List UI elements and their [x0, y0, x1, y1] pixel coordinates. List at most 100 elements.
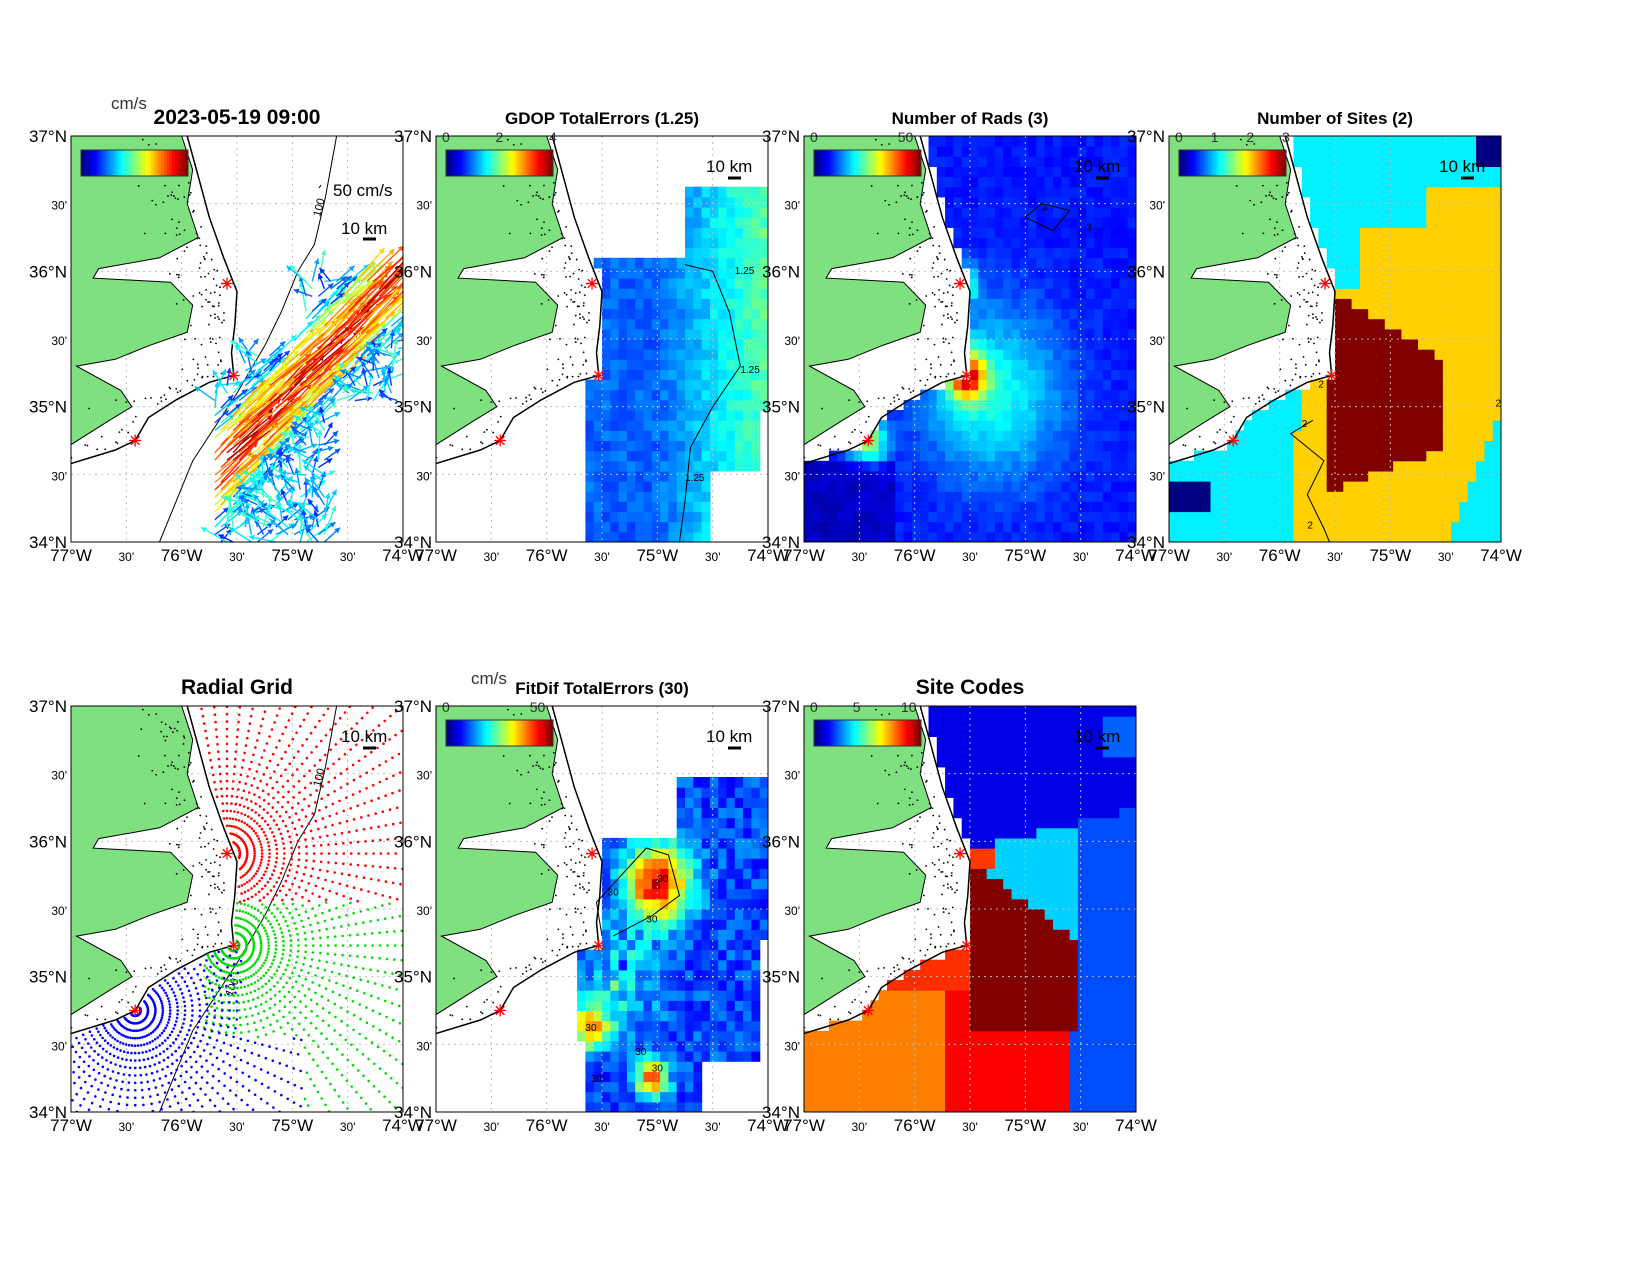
grid-cell	[1028, 389, 1037, 401]
grid-cell	[945, 440, 954, 452]
coast-dot	[931, 292, 934, 294]
vector-arrowhead	[258, 508, 265, 514]
velocity-vector	[390, 307, 403, 320]
grid-cell	[961, 470, 971, 482]
coast-dot	[919, 201, 922, 203]
coast-dot	[1307, 341, 1310, 343]
coast-dot	[905, 195, 908, 197]
coast-dot	[172, 195, 175, 197]
coast-dot	[216, 316, 219, 318]
grid-cell	[751, 237, 761, 249]
grid-cell	[1476, 440, 1485, 452]
grid-cell	[1368, 136, 1378, 147]
coast-dot	[204, 845, 206, 848]
grid-cell	[1368, 156, 1378, 167]
vector-arrowhead	[275, 504, 282, 510]
grid-cell	[759, 257, 768, 269]
grid-cell	[1218, 491, 1228, 502]
coast-dot	[907, 197, 910, 200]
grid-cell	[602, 328, 611, 340]
grid-cell	[1061, 257, 1071, 269]
grid-cell	[1127, 196, 1136, 208]
colorbar-tick-label: 0	[1175, 129, 1183, 145]
grid-cell	[1077, 511, 1087, 523]
grid-cell	[953, 450, 963, 462]
grid-cell	[1127, 460, 1136, 472]
grid-cell	[1368, 349, 1378, 360]
grid-cell	[1293, 156, 1303, 167]
colorbar-frame	[1178, 149, 1287, 177]
grid-cell	[1260, 511, 1270, 523]
grid-cell	[1177, 491, 1187, 502]
grid-cell	[1111, 247, 1120, 259]
grid-cell	[1011, 511, 1021, 523]
coast-dot	[168, 726, 171, 729]
grid-cell	[718, 267, 728, 279]
grid-cell	[1451, 257, 1461, 269]
grid-cell	[1335, 440, 1344, 452]
grid-cell	[936, 460, 946, 472]
grid-cell	[1285, 531, 1295, 542]
grid-cell	[1393, 298, 1402, 310]
vector-arrowhead	[280, 489, 287, 496]
grid-cell	[1310, 156, 1319, 167]
grid-cell	[1094, 308, 1104, 320]
grid-cell	[1467, 440, 1477, 452]
grid-cell	[1036, 207, 1046, 218]
grid-cell	[1301, 481, 1311, 492]
coast-dot	[529, 184, 531, 187]
grid-cell	[626, 420, 636, 431]
grid-cell	[743, 318, 752, 330]
grid-cell	[1476, 501, 1485, 513]
grid-cell	[1451, 146, 1461, 157]
grid-cell	[970, 460, 979, 472]
velocity-vector	[372, 296, 403, 327]
lat-tick-label: 30'	[1149, 334, 1165, 348]
grid-cell	[685, 318, 694, 330]
coast-dot	[1315, 364, 1318, 366]
grid-cell	[1434, 521, 1444, 533]
grid-cell	[1484, 237, 1494, 249]
contour-label: 3	[1086, 223, 1092, 234]
grid-cell	[1459, 257, 1469, 269]
grid-cell	[978, 420, 988, 431]
grid-cell	[1301, 460, 1311, 472]
grid-cell	[734, 247, 744, 259]
coast-dot	[931, 267, 934, 269]
grid-cell	[1343, 318, 1353, 330]
grid-cell	[978, 267, 988, 279]
grid-cell	[1011, 176, 1021, 188]
coast-dot	[192, 295, 195, 297]
vector-arrowhead	[267, 447, 274, 454]
grid-cell	[1036, 501, 1046, 513]
grid-cell	[1028, 430, 1037, 441]
grid-cell	[626, 501, 636, 513]
grid-cell	[1476, 511, 1485, 523]
grid-cell	[1053, 308, 1062, 320]
grid-cell	[1484, 267, 1494, 279]
grid-cell	[626, 470, 636, 482]
grid-cell	[1111, 420, 1120, 431]
grid-cell	[1426, 349, 1436, 360]
grid-cell	[1301, 399, 1311, 411]
grid-cell	[1368, 227, 1378, 238]
grid-cell	[1260, 521, 1270, 533]
grid-cell	[961, 481, 971, 492]
grid-cell	[895, 410, 905, 421]
grid-cell	[618, 440, 628, 452]
grid-cell	[1467, 399, 1477, 411]
grid-cell	[1484, 196, 1494, 208]
grid-cell	[701, 257, 711, 269]
colorbar-segment	[169, 150, 173, 176]
vector-arrowhead	[327, 445, 334, 452]
grid-cell	[1418, 339, 1427, 350]
grid-cell	[986, 389, 996, 401]
grid-cell	[1376, 511, 1386, 523]
grid-cell	[1442, 288, 1452, 299]
grid-cell	[1193, 501, 1203, 513]
grid-cell	[1069, 257, 1079, 269]
grid-cell	[1127, 186, 1136, 198]
grid-cell	[610, 531, 620, 542]
coast-dot	[213, 313, 216, 316]
grid-cell	[1376, 440, 1386, 452]
